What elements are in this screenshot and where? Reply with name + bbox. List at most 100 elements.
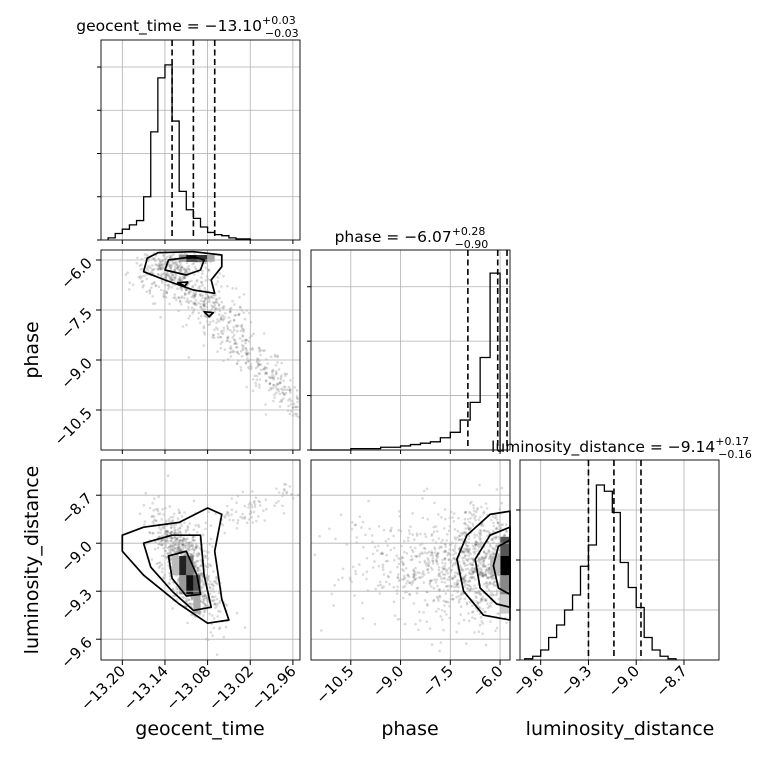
scatter-point (170, 548, 173, 552)
scatter-point (453, 562, 456, 565)
scatter-point (234, 510, 238, 514)
scatter-point (182, 543, 186, 546)
scatter-point (264, 372, 267, 375)
scatter-point (194, 561, 197, 564)
scatter-point (236, 521, 239, 525)
scatter-point (489, 581, 492, 584)
scatter-point (245, 353, 249, 357)
scatter-point (247, 360, 251, 363)
scatter-point (157, 268, 161, 271)
scatter-point (215, 326, 218, 330)
scatter-point (143, 523, 146, 526)
scatter-point (179, 286, 182, 290)
scatter-point (229, 306, 233, 310)
scatter-point (469, 569, 472, 572)
scatter-point (200, 280, 203, 284)
scatter-point (155, 562, 158, 566)
scatter-point (413, 570, 417, 574)
scatter-point (183, 511, 186, 514)
scatter-point (192, 310, 195, 313)
scatter-point (214, 300, 218, 304)
scatter-point (486, 567, 489, 570)
scatter-point (489, 620, 492, 623)
scatter-point (158, 564, 162, 568)
scatter-point (435, 610, 438, 613)
scatter-point (289, 391, 292, 394)
scatter-point (174, 543, 177, 547)
scatter-point (176, 546, 180, 549)
scatter-point (405, 582, 408, 585)
scatter-point (213, 603, 216, 606)
scatter-point (225, 324, 229, 328)
scatter-point (465, 573, 468, 577)
scatter-point (168, 256, 172, 260)
scatter-point (151, 268, 154, 271)
scatter-point (171, 607, 174, 610)
scatter-point (152, 257, 156, 260)
scatter-point (217, 609, 220, 613)
scatter-point (484, 502, 488, 505)
scatter-point (177, 539, 180, 543)
scatter-point (397, 562, 401, 566)
scatter-point (426, 568, 430, 571)
y-tick-label: −9.0 (57, 354, 95, 392)
scatter-point (354, 523, 358, 527)
scatter-point (175, 547, 178, 550)
scatter-point (479, 562, 482, 565)
scatter-point (175, 537, 179, 540)
scatter-point (180, 286, 184, 290)
scatter-point (167, 518, 171, 521)
scatter-point (178, 510, 181, 514)
scatter-point (393, 546, 396, 550)
scatter-point (179, 302, 183, 306)
scatter-point (257, 362, 260, 365)
scatter-point (178, 300, 182, 304)
scatter-point (474, 515, 477, 518)
scatter-point (480, 598, 483, 601)
scatter-point (258, 383, 261, 387)
scatter-point (165, 533, 168, 536)
scatter-point (255, 357, 259, 361)
title-upper-error: +0.17 (715, 435, 749, 448)
x-tick-label: −13.02 (205, 662, 257, 714)
scatter-point (184, 537, 188, 541)
scatter-point (173, 529, 177, 533)
scatter-point (238, 305, 242, 309)
scatter-point (458, 538, 461, 541)
scatter-point (472, 560, 476, 564)
scatter-point (204, 604, 208, 608)
scatter-point (264, 365, 267, 369)
scatter-point (242, 311, 246, 314)
scatter-point (437, 566, 441, 569)
scatter-point (141, 275, 144, 278)
scatter-point (269, 386, 272, 390)
scatter-point (445, 569, 448, 573)
scatter-point (461, 569, 465, 572)
scatter-point (239, 329, 243, 333)
scatter-point (167, 274, 170, 278)
scatter-point (204, 527, 207, 531)
scatter-point (233, 342, 237, 345)
scatter-point (218, 627, 221, 631)
scatter-point (432, 525, 436, 529)
scatter-point (201, 294, 204, 297)
scatter-point (475, 600, 478, 603)
scatter-point (390, 526, 393, 530)
scatter-point (446, 532, 449, 536)
scatter-point (441, 566, 444, 569)
scatter-point (354, 572, 358, 576)
scatter-point (491, 529, 495, 533)
scatter-point (160, 279, 164, 283)
scatter-point (170, 264, 174, 268)
scatter-point (358, 563, 361, 566)
scatter-point (361, 573, 365, 576)
scatter-point (270, 376, 273, 379)
scatter-point (456, 582, 460, 585)
scatter-point (468, 520, 471, 524)
scatter-point (152, 281, 155, 285)
scatter-point (242, 330, 245, 333)
scatter-point (169, 536, 173, 539)
scatter-point (365, 556, 369, 560)
scatter-point (412, 576, 415, 579)
scatter-point (183, 268, 187, 271)
